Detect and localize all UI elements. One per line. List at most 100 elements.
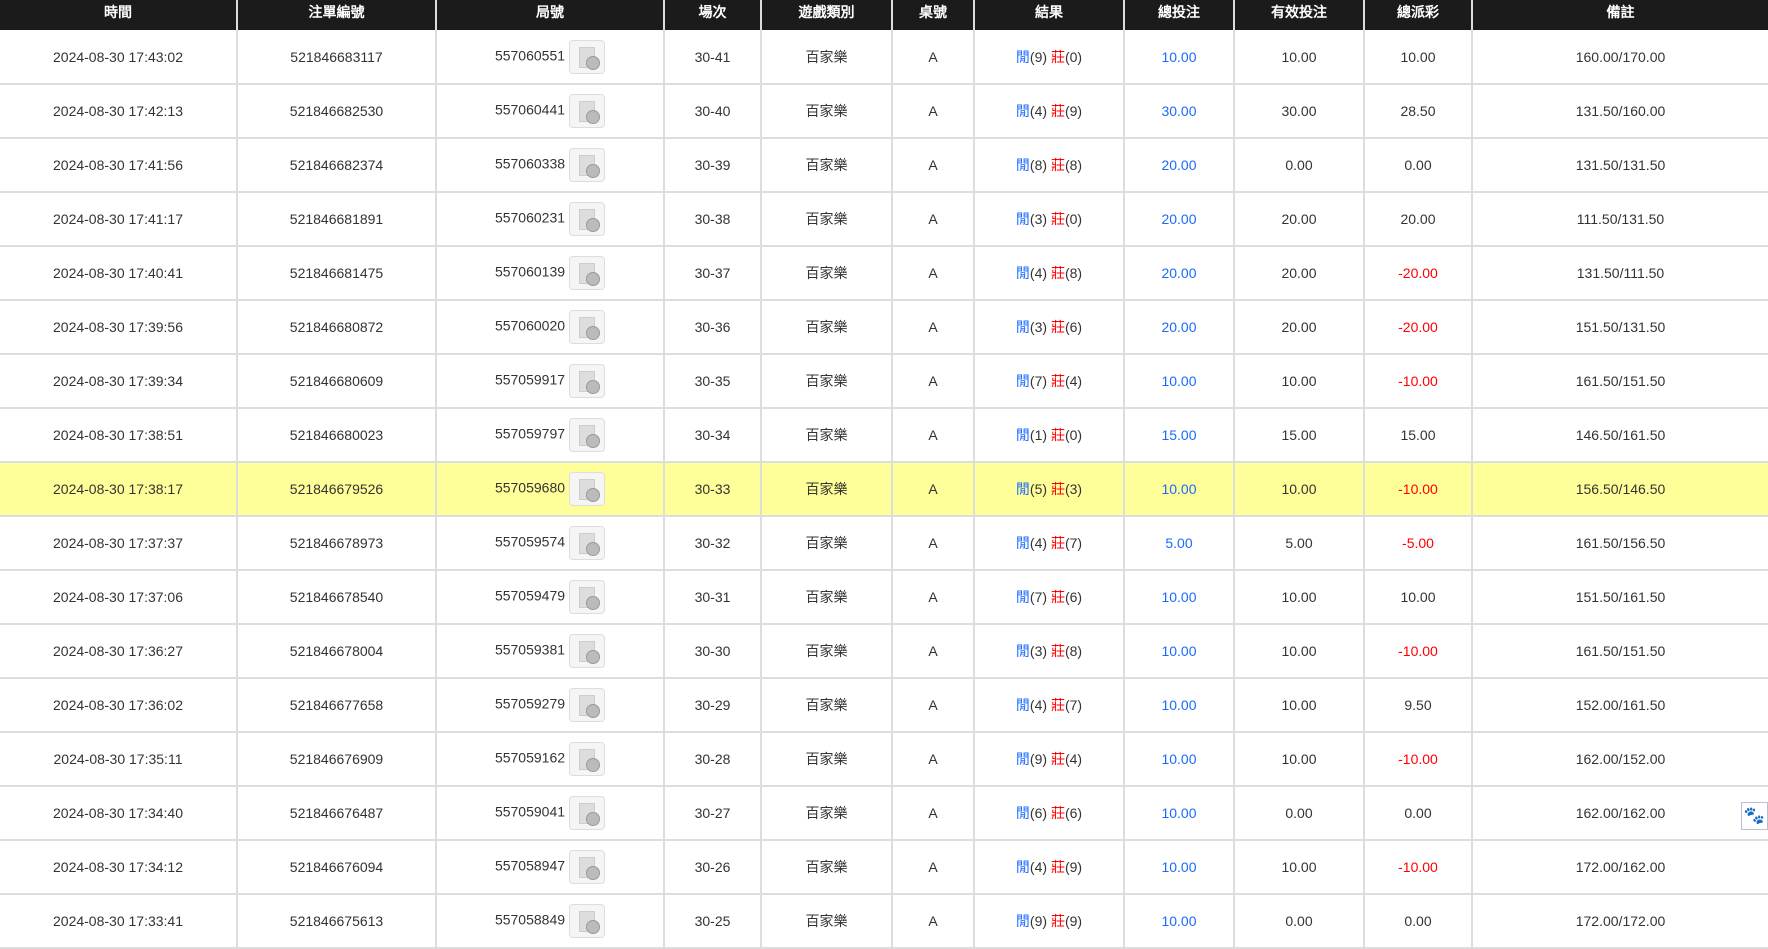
table-no-cell: A bbox=[892, 732, 975, 787]
player-score: 4 bbox=[1034, 535, 1043, 551]
round-id-cell: 557059479 bbox=[436, 570, 665, 625]
banker-score: 6 bbox=[1069, 805, 1078, 821]
video-replay-icon[interactable] bbox=[569, 580, 606, 614]
video-replay-icon[interactable] bbox=[569, 904, 606, 938]
total-bet-cell[interactable]: 20.00 bbox=[1124, 300, 1235, 355]
table-row: 2024-08-30 17:41:56 521846682374 5570603… bbox=[0, 138, 1768, 193]
remark-cell: 161.50/151.50 bbox=[1472, 624, 1768, 679]
time-cell: 2024-08-30 17:42:13 bbox=[0, 84, 238, 139]
result-cell: 閒(4) 莊(7) bbox=[974, 678, 1125, 733]
payout-cell: -10.00 bbox=[1364, 840, 1473, 895]
player-label: 閒 bbox=[1015, 103, 1030, 119]
remark-cell: 161.50/151.50 bbox=[1472, 354, 1768, 409]
total-bet-cell[interactable]: 20.00 bbox=[1124, 246, 1235, 301]
player-score: 5 bbox=[1034, 481, 1043, 497]
result-cell: 閒(7) 莊(4) bbox=[974, 354, 1125, 409]
bet-id-cell: 521846683117 bbox=[237, 30, 437, 85]
valid-bet-cell: 0.00 bbox=[1234, 138, 1365, 193]
player-score: 9 bbox=[1034, 751, 1043, 767]
round-id: 557059797 bbox=[494, 425, 566, 442]
video-replay-icon[interactable] bbox=[569, 526, 606, 560]
video-replay-icon[interactable] bbox=[569, 202, 606, 236]
round-id: 557060338 bbox=[494, 155, 566, 172]
payout-cell: 0.00 bbox=[1364, 138, 1473, 193]
banker-score: 4 bbox=[1069, 373, 1078, 389]
table-row: 2024-08-30 17:35:11 521846676909 5570591… bbox=[0, 732, 1768, 787]
video-replay-icon[interactable] bbox=[569, 850, 606, 884]
game-type-cell: 百家樂 bbox=[761, 192, 893, 247]
table-row: 2024-08-30 17:37:37 521846678973 5570595… bbox=[0, 516, 1768, 571]
player-score: 9 bbox=[1034, 48, 1043, 65]
banker-score: 0 bbox=[1069, 427, 1078, 443]
table-row: 2024-08-30 17:39:56 521846680872 5570600… bbox=[0, 300, 1768, 355]
time-cell: 2024-08-30 17:41:56 bbox=[0, 138, 238, 193]
round-id: 557059162 bbox=[494, 749, 566, 766]
time-cell: 2024-08-30 17:34:40 bbox=[0, 786, 238, 841]
total-bet-cell[interactable]: 10.00 bbox=[1124, 30, 1235, 85]
total-bet-cell[interactable]: 30.00 bbox=[1124, 84, 1235, 139]
result-cell: 閒(9) 莊(0) bbox=[974, 30, 1125, 85]
time-cell: 2024-08-30 17:34:12 bbox=[0, 840, 238, 895]
video-replay-icon[interactable] bbox=[569, 364, 606, 398]
banker-score: 9 bbox=[1069, 859, 1078, 875]
video-replay-icon[interactable] bbox=[569, 39, 606, 74]
table-no-cell: A bbox=[892, 516, 975, 571]
result-cell: 閒(4) 莊(9) bbox=[974, 84, 1125, 139]
baidu-paw-icon[interactable]: 🐾 bbox=[1741, 802, 1768, 830]
payout-cell: -20.00 bbox=[1364, 246, 1473, 301]
table-row: 2024-08-30 17:42:13 521846682530 5570604… bbox=[0, 84, 1768, 139]
result-cell: 閒(1) 莊(0) bbox=[974, 408, 1125, 463]
banker-score: 0 bbox=[1069, 211, 1078, 227]
banker-score: 8 bbox=[1069, 157, 1078, 173]
total-bet-cell[interactable]: 20.00 bbox=[1124, 138, 1235, 193]
video-replay-icon[interactable] bbox=[569, 148, 606, 182]
total-bet-cell[interactable]: 15.00 bbox=[1124, 408, 1235, 463]
remark-cell: 146.50/161.50 bbox=[1472, 408, 1768, 463]
video-replay-icon[interactable] bbox=[569, 418, 606, 452]
table-row: 2024-08-30 17:33:41 521846675613 5570588… bbox=[0, 894, 1768, 949]
column-header: 注單編號 bbox=[237, 0, 437, 30]
total-bet-cell[interactable]: 10.00 bbox=[1124, 678, 1235, 733]
video-replay-icon[interactable] bbox=[569, 256, 606, 290]
valid-bet-cell: 10.00 bbox=[1234, 462, 1365, 517]
remark-cell: 161.50/156.50 bbox=[1472, 516, 1768, 571]
total-bet-cell[interactable]: 10.00 bbox=[1124, 354, 1235, 409]
video-replay-icon[interactable] bbox=[569, 310, 606, 344]
video-replay-icon[interactable] bbox=[569, 634, 606, 668]
total-bet-cell[interactable]: 10.00 bbox=[1124, 624, 1235, 679]
total-bet-cell[interactable]: 5.00 bbox=[1124, 516, 1235, 571]
total-bet-cell[interactable]: 10.00 bbox=[1124, 462, 1235, 517]
table-no-cell: A bbox=[892, 354, 975, 409]
game-type-cell: 百家樂 bbox=[761, 732, 893, 787]
video-replay-icon[interactable] bbox=[569, 796, 606, 830]
payout-cell: -10.00 bbox=[1364, 624, 1473, 679]
total-bet-cell[interactable]: 20.00 bbox=[1124, 192, 1235, 247]
table-row: 2024-08-30 17:43:02 521846683117 5570605… bbox=[0, 30, 1768, 85]
banker-label: 莊 bbox=[1050, 697, 1065, 713]
total-bet-cell[interactable]: 10.00 bbox=[1124, 570, 1235, 625]
time-cell: 2024-08-30 17:33:41 bbox=[0, 894, 238, 949]
game-type-cell: 百家樂 bbox=[761, 840, 893, 895]
round-id: 557059381 bbox=[494, 641, 566, 658]
total-bet-cell[interactable]: 10.00 bbox=[1124, 786, 1235, 841]
total-bet-cell[interactable]: 10.00 bbox=[1124, 732, 1235, 787]
video-replay-icon[interactable] bbox=[569, 94, 606, 128]
player-label: 閒 bbox=[1015, 859, 1030, 875]
session-cell: 30-35 bbox=[664, 354, 762, 409]
banker-score: 9 bbox=[1069, 103, 1078, 119]
game-type-cell: 百家樂 bbox=[761, 894, 893, 949]
game-type-cell: 百家樂 bbox=[761, 462, 893, 517]
time-cell: 2024-08-30 17:36:02 bbox=[0, 678, 238, 733]
result-cell: 閒(9) 莊(9) bbox=[974, 894, 1125, 949]
video-replay-icon[interactable] bbox=[569, 472, 606, 506]
video-replay-icon[interactable] bbox=[569, 688, 606, 722]
column-header: 總派彩 bbox=[1364, 0, 1473, 30]
valid-bet-cell: 10.00 bbox=[1234, 624, 1365, 679]
player-label: 閒 bbox=[1015, 805, 1030, 821]
table-row: 2024-08-30 17:34:12 521846676094 5570589… bbox=[0, 840, 1768, 895]
total-bet-cell[interactable]: 10.00 bbox=[1124, 840, 1235, 895]
total-bet-cell[interactable]: 10.00 bbox=[1124, 894, 1235, 949]
banker-label: 莊 bbox=[1050, 157, 1065, 173]
payout-cell: -10.00 bbox=[1364, 462, 1473, 517]
video-replay-icon[interactable] bbox=[569, 742, 606, 776]
